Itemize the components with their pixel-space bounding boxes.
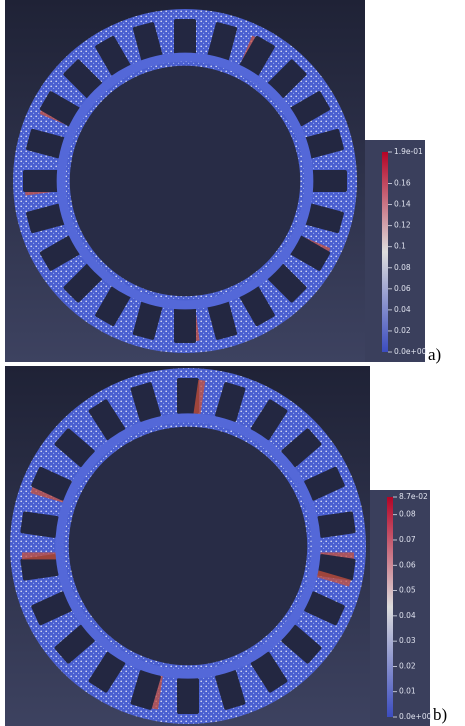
slot xyxy=(23,170,59,192)
hot-spot xyxy=(22,552,56,559)
bore xyxy=(69,427,308,666)
tick-label: 0.02 xyxy=(399,661,416,670)
tick-label: 0.03 xyxy=(399,636,416,645)
tick-label: 0.01 xyxy=(399,687,416,696)
colorbar xyxy=(387,497,393,717)
tick-label: 0.07 xyxy=(399,535,416,544)
colorbar xyxy=(382,152,388,352)
tick-label: 0.04 xyxy=(394,305,411,314)
figure: a) b) 0.0e+00 0.02 0.04 0.06 0.08 0.1 0.12 0.14… xyxy=(0,0,465,726)
tick-label: 0.02 xyxy=(394,326,411,335)
tick-label: 1.9e-01 xyxy=(394,147,423,156)
slot xyxy=(311,170,347,192)
tick-label: 0.16 xyxy=(394,179,411,188)
panel-label: b) xyxy=(433,705,447,724)
tick-label: 0.08 xyxy=(399,510,416,519)
slot xyxy=(177,678,199,714)
bore xyxy=(70,66,300,296)
panel-label: a) xyxy=(428,345,441,364)
page: a) b) 0.0e+00 0.02 0.04 0.06 0.08 0.1 0.12 0.14… xyxy=(0,0,465,726)
tick-label: 0.12 xyxy=(394,221,411,230)
tick-label: 0.08 xyxy=(394,263,411,272)
tick-label: 0.06 xyxy=(394,284,411,293)
tick-label: 0.0e+00 xyxy=(399,712,432,721)
tick-label: 0.1 xyxy=(394,242,406,251)
tick-label: 0.0e+00 xyxy=(394,347,427,356)
slot xyxy=(174,19,196,55)
tick-label: 0.04 xyxy=(399,611,416,620)
tick-label: 0.14 xyxy=(394,200,411,209)
tick-label: 0.05 xyxy=(399,586,416,595)
slot xyxy=(174,307,196,343)
tick-label: 8.7e-02 xyxy=(399,492,428,501)
tick-label: 0.06 xyxy=(399,560,416,569)
